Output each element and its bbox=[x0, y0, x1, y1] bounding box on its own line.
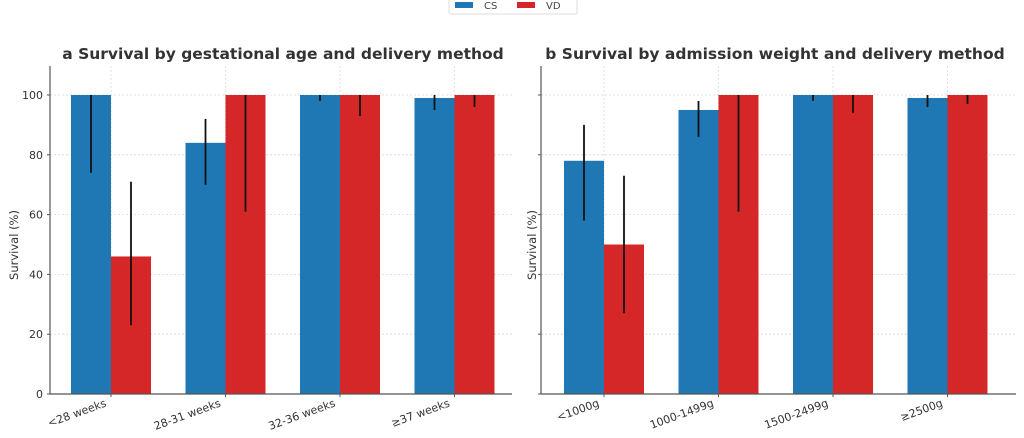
x-tick-label-b-2: 1500-2499g bbox=[763, 397, 830, 432]
legend: CS VD bbox=[448, 0, 578, 15]
legend-swatch-cs bbox=[455, 2, 473, 8]
y-axis-label-a: Survival (%) bbox=[7, 210, 21, 280]
y-tick-label-a-80: 80 bbox=[29, 149, 43, 162]
legend-frame bbox=[448, 0, 578, 15]
bar-b-cs-2 bbox=[793, 95, 833, 394]
y-axis-label-b: Survival (%) bbox=[525, 210, 539, 280]
chart-title-b: b Survival by admission weight and deliv… bbox=[545, 45, 1004, 63]
bar-a-cs-2 bbox=[300, 95, 340, 394]
bar-b-vd-2 bbox=[833, 95, 873, 394]
bar-b-cs-3 bbox=[907, 97, 948, 395]
y-tick-label-a-60: 60 bbox=[29, 209, 43, 222]
y-tick-label-a-0: 0 bbox=[36, 388, 43, 401]
legend-swatch-vd bbox=[517, 2, 535, 8]
legend-label-vd: VD bbox=[546, 1, 561, 12]
x-tick-label-b-0: <1000g bbox=[555, 397, 601, 424]
legend-label-cs: CS bbox=[484, 1, 497, 12]
x-tick-label-a-0: <28 weeks bbox=[46, 397, 108, 430]
chart-title-a: a Survival by gestational age and delive… bbox=[62, 45, 504, 63]
x-tick-label-b-3: ≥2500g bbox=[899, 397, 945, 424]
x-tick-label-a-1: 28-31 weeks bbox=[152, 397, 223, 433]
x-tick-label-a-2: 32-36 weeks bbox=[267, 397, 338, 433]
y-tick-label-a-20: 20 bbox=[29, 328, 43, 341]
bar-b-vd-3 bbox=[947, 95, 988, 394]
panel-b: b Survival by admission weight and deliv… bbox=[525, 45, 1016, 432]
x-tick-label-b-1: 1000-1499g bbox=[648, 397, 715, 432]
bar-a-vd-2 bbox=[340, 95, 380, 394]
x-tick-label-a-3: ≥37 weeks bbox=[389, 397, 451, 430]
panel-a: a Survival by gestational age and delive… bbox=[7, 45, 512, 433]
y-tick-label-a-100: 100 bbox=[22, 89, 43, 102]
bar-a-cs-3 bbox=[414, 97, 455, 395]
bar-b-cs-1 bbox=[678, 109, 719, 394]
y-tick-label-a-40: 40 bbox=[29, 268, 43, 281]
bar-a-vd-3 bbox=[454, 95, 495, 394]
